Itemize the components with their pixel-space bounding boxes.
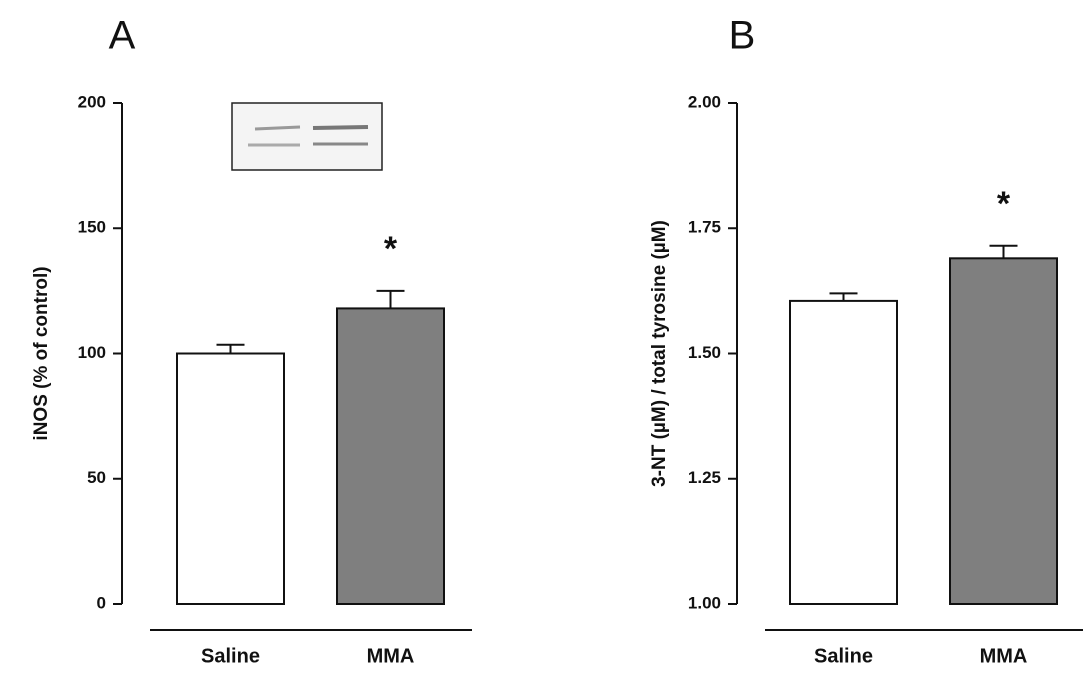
y-tick-label: 100 [78, 343, 106, 362]
y-tick-label: 150 [78, 218, 106, 237]
y-tick-label: 2.00 [688, 92, 721, 111]
y-tick-label: 1.50 [688, 343, 721, 362]
western-blot-inset [232, 103, 382, 170]
y-tick-label: 1.25 [688, 468, 721, 487]
bar [177, 354, 284, 605]
y-axis-label: iNOS (% of control) [31, 266, 52, 440]
panel-label: B [729, 14, 756, 58]
x-tick-label: MMA [980, 645, 1028, 667]
significance-marker: * [997, 185, 1011, 223]
significance-marker: * [384, 230, 398, 268]
bar [950, 258, 1057, 604]
y-tick-label: 0 [97, 593, 106, 612]
y-tick-label: 200 [78, 92, 106, 111]
page: AiNOS (% of control) 0 50 100 150 200 Saline MM… [0, 0, 1083, 675]
x-tick-label: Saline [814, 645, 873, 667]
y-axis-label: 3-NT (µM) / total tyrosine (µM) [649, 220, 670, 487]
bar [790, 301, 897, 604]
bar [337, 308, 444, 604]
y-tick-label: 50 [87, 468, 106, 487]
x-tick-label: Saline [201, 645, 260, 667]
figure: AiNOS (% of control) 0 50 100 150 200 Saline MM… [0, 0, 1083, 675]
x-tick-label: MMA [367, 645, 415, 667]
y-tick-label: 1.75 [688, 218, 721, 237]
panel-label: A [109, 14, 136, 58]
y-tick-label: 1.00 [688, 593, 721, 612]
